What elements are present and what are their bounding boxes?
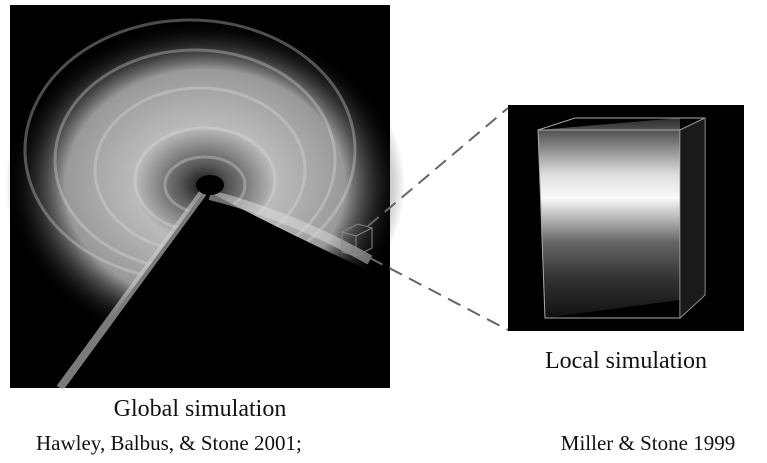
citation: Hawley, Balbus, & Stone 2001; [36,431,302,455]
figure: Local simulation Global simulation Hawle… [0,0,767,463]
caption: Global simulation [114,396,287,422]
caption: Local simulation [545,348,707,374]
local-image [508,105,744,331]
citation: Miller & Stone 1999 [561,431,735,455]
global-image [5,5,405,388]
